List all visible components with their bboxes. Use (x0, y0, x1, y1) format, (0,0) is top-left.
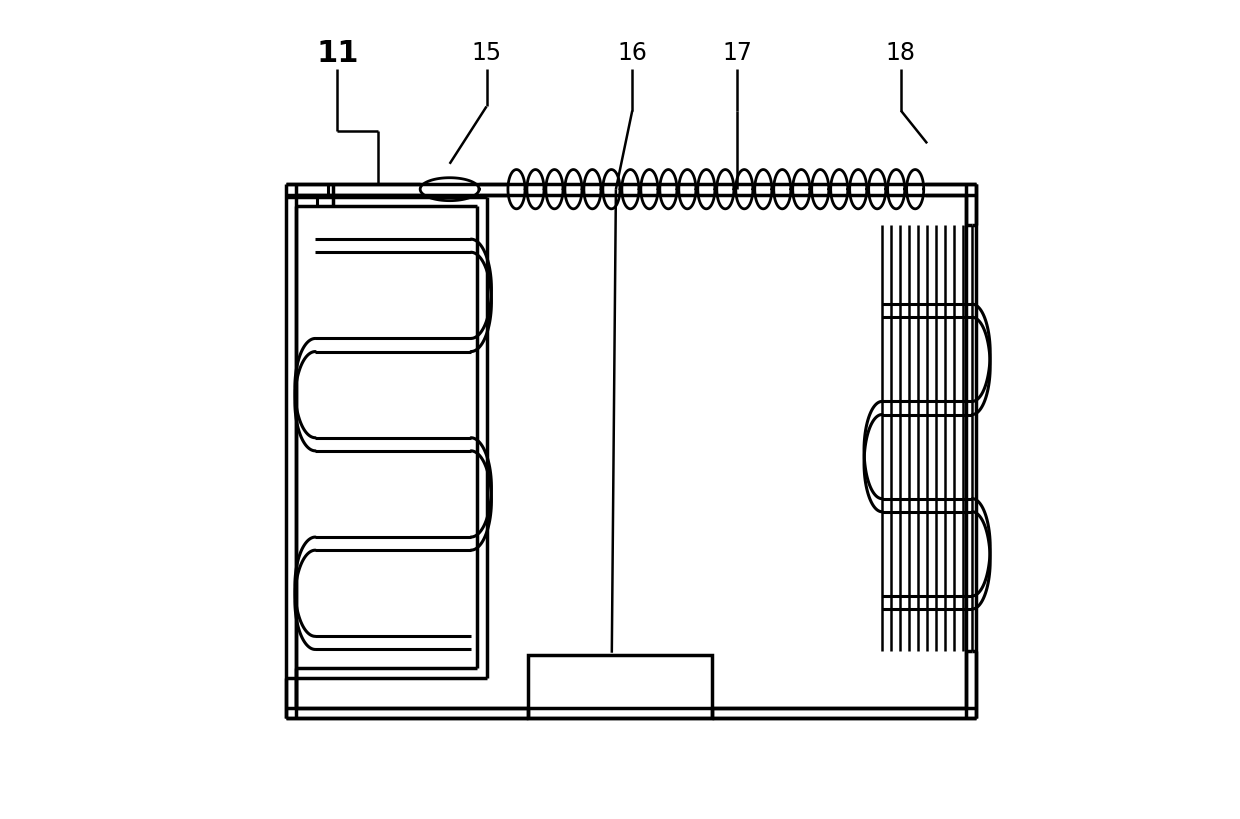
Text: 16: 16 (618, 41, 647, 66)
Text: 15: 15 (471, 41, 501, 66)
Bar (528, 655, 712, 718)
Text: 11: 11 (316, 38, 358, 68)
Text: 17: 17 (722, 41, 751, 66)
Text: 18: 18 (885, 41, 916, 66)
